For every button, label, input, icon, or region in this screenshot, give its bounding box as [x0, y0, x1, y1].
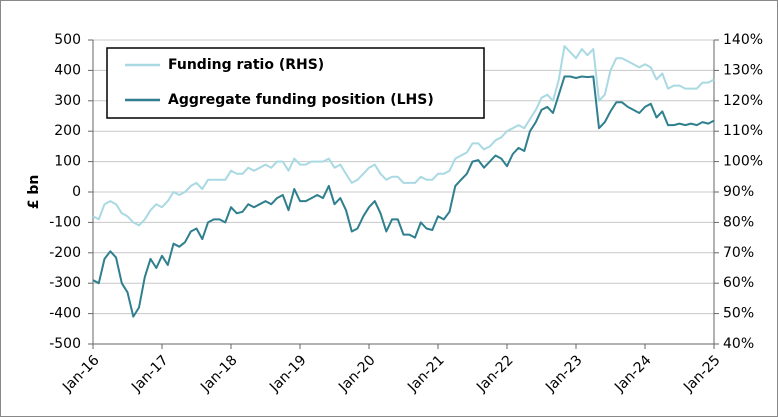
y-tick-label: -200 [49, 245, 81, 261]
x-tick-label: Jan-17 [128, 352, 171, 395]
y-tick-label: 400 [54, 62, 81, 78]
y2-tick-label: 110% [723, 123, 763, 139]
y-tick-label: 0 [72, 184, 81, 200]
y2-tick-label: 100% [723, 154, 763, 170]
y2-tick-label: 70% [723, 245, 754, 261]
y2-tick-label: 140% [723, 32, 763, 48]
x-tick-label: Jan-21 [404, 352, 447, 395]
legend-label: Aggregate funding position (LHS) [168, 92, 434, 108]
x-tick-label: Jan-22 [473, 352, 516, 395]
y-tick-label: -100 [49, 214, 81, 230]
x-tick-label: Jan-23 [542, 352, 585, 395]
y-axis-label: £ bn [26, 175, 42, 210]
y2-tick-label: 50% [723, 306, 754, 322]
y-tick-label: 500 [54, 32, 81, 48]
y2-tick-label: 120% [723, 93, 763, 109]
y2-tick-label: 60% [723, 275, 754, 291]
y2-tick-label: 90% [723, 184, 754, 200]
series-line [92, 45, 715, 227]
x-tick-label: Jan-18 [197, 352, 240, 395]
x-tick-label: Jan-16 [59, 352, 103, 396]
y-tick-label: 100 [54, 154, 81, 170]
y-tick-label: -300 [49, 275, 81, 291]
y-tick-label: 200 [54, 123, 81, 139]
y2-tick-label: 130% [723, 62, 763, 78]
series-line [92, 75, 715, 318]
x-tick-label: Jan-24 [611, 352, 655, 396]
legend-box [106, 47, 485, 119]
y-tick-label: 300 [54, 93, 81, 109]
y2-tick-label: 40% [723, 336, 754, 352]
y-tick-label: -400 [49, 306, 81, 322]
legend-label: Funding ratio (RHS) [168, 57, 324, 73]
x-tick-label: Jan-20 [335, 352, 378, 395]
x-tick-label: Jan-19 [266, 352, 309, 395]
x-tick-label: Jan-25 [680, 352, 723, 395]
y2-tick-label: 80% [723, 214, 754, 230]
y-tick-label: -500 [49, 336, 81, 352]
